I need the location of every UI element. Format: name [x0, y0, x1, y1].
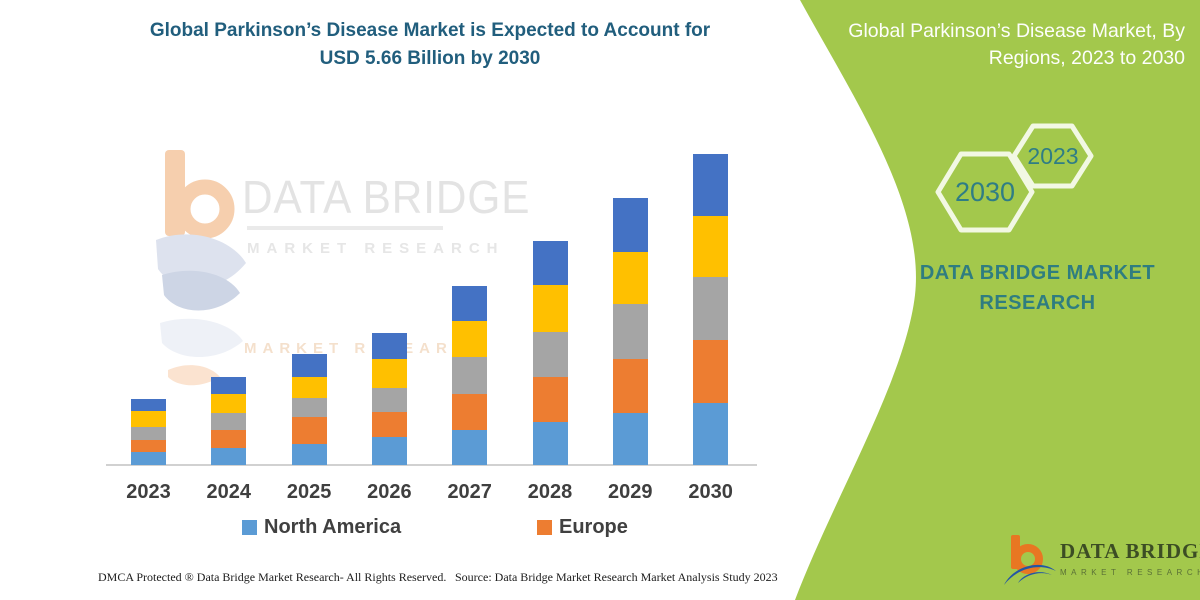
bar-2026-segment-north-america [371, 436, 407, 465]
bar-2028-segment-unlabeled-yellow [532, 284, 568, 332]
bar-2028-segment-unlabeled-gray [532, 332, 568, 378]
data-bridge-logo-icon [1004, 535, 1056, 585]
logo-subtitle: MARKET RESEARCH [1060, 568, 1200, 577]
bar-2026-segment-europe [371, 412, 407, 437]
watermark-subtitle: MARKET RESEARCH [247, 240, 505, 257]
bar-2026-segment-unlabeled-yellow [371, 359, 407, 388]
side-panel-title: Global Parkinson’s Disease Market, By Re… [830, 18, 1185, 72]
hexagon-2023-outline [1011, 123, 1094, 189]
legend-swatch-europe [537, 520, 552, 535]
bar-2025-segment-europe [291, 417, 327, 445]
hexagon-year-2030: 2030 [954, 177, 1016, 207]
bar-2026-segment-unlabeled-gray [371, 387, 407, 413]
bar-2029-segment-unlabeled-gray [612, 303, 648, 359]
bar-2023-segment-europe [131, 439, 166, 452]
hexagon-2030-outline [935, 151, 1035, 233]
bar-2030-segment-europe [693, 339, 729, 403]
bar-2030-segment-unlabeled-gray [693, 276, 729, 340]
side-panel-title-line1: Global Parkinson’s Disease Market, By [848, 20, 1185, 42]
x-axis-label-2028: 2028 [527, 481, 573, 503]
watermark-title: DATA BRIDGE [242, 171, 531, 223]
legend-item-north-america: North America [242, 516, 401, 539]
hexagons-graphic [935, 123, 1094, 233]
watermark-logo-icon [156, 150, 246, 386]
legend-item-europe: Europe [537, 516, 628, 539]
bar-2025-segment-unlabeled-dark-blue [291, 354, 327, 378]
bar-2023-segment-unlabeled-gray [131, 426, 166, 440]
bar-2030-segment-north-america [693, 402, 729, 465]
x-axis-label-2027: 2027 [447, 481, 492, 503]
bar-2030-segment-unlabeled-dark-blue [693, 153, 729, 216]
bar-2027-segment-europe [452, 393, 488, 430]
x-axis-label-2023: 2023 [126, 481, 171, 503]
bar-2030-segment-unlabeled-yellow [693, 215, 729, 277]
side-panel-title-line2: Regions, 2023 to 2030 [988, 47, 1185, 69]
bar-2024-segment-unlabeled-yellow [211, 393, 247, 413]
watermark-rule [247, 226, 443, 230]
bar-2023-segment-north-america [131, 451, 166, 465]
bar-2029-segment-unlabeled-yellow [612, 251, 648, 304]
x-axis-label-2029: 2029 [608, 481, 653, 503]
footer-dmca-text: DMCA Protected ® Data Bridge Market Rese… [98, 570, 447, 584]
bar-2027-segment-north-america [452, 429, 488, 465]
legend-label-north-america: North America [264, 516, 402, 538]
hexagon-year-2023: 2023 [1027, 143, 1079, 169]
data-bridge-logo-text: DATA BRIDGE MARKET RESEARCH [1060, 539, 1200, 577]
x-axis-label-2026: 2026 [367, 481, 412, 503]
bar-2025-segment-unlabeled-yellow [291, 377, 327, 398]
main-title-line1: Global Parkinson’s Disease Market is Exp… [149, 20, 711, 41]
bar-2027-segment-unlabeled-gray [452, 357, 488, 394]
x-axis-label-2030: 2030 [688, 481, 733, 503]
main-title: Global Parkinson’s Disease Market is Exp… [110, 17, 750, 73]
bar-2028-segment-europe [532, 377, 568, 423]
footer-source-text: Source: Data Bridge Market Research Mark… [455, 570, 778, 584]
main-title-line2: USD 5.66 Billion by 2030 [319, 48, 541, 69]
bar-2029-segment-europe [612, 358, 648, 413]
x-axis-label-2024: 2024 [206, 481, 252, 503]
bar-2024-segment-europe [211, 429, 247, 448]
bar-2026-segment-unlabeled-dark-blue [371, 332, 407, 360]
bar-2024-segment-unlabeled-dark-blue [211, 376, 247, 394]
bar-2027-segment-unlabeled-dark-blue [452, 285, 488, 322]
bar-2028-segment-north-america [532, 422, 568, 465]
bar-2025-segment-unlabeled-gray [291, 397, 327, 418]
bar-2023-segment-unlabeled-dark-blue [131, 398, 166, 411]
watermark-ghost-text: MARKET RESEARCH [244, 340, 487, 357]
legend-label-europe: Europe [559, 516, 628, 538]
bar-2024-segment-north-america [211, 447, 247, 465]
bar-2029-segment-unlabeled-dark-blue [612, 197, 648, 252]
panel-brand-text: DATA BRIDGE MARKET RESEARCH [919, 262, 1156, 314]
bar-2025-segment-north-america [291, 444, 327, 465]
legend-swatch-north-america [242, 520, 257, 535]
bar-2028-segment-unlabeled-dark-blue [532, 240, 568, 285]
x-axis-label-2025: 2025 [286, 481, 332, 503]
bar-2024-segment-unlabeled-gray [211, 412, 247, 430]
bar-2023-segment-unlabeled-yellow [131, 410, 166, 427]
bar-2029-segment-north-america [612, 412, 648, 465]
logo-name: DATA BRIDGE [1060, 539, 1200, 563]
bar-2027-segment-unlabeled-yellow [452, 321, 488, 358]
x-axis-line [106, 464, 757, 466]
